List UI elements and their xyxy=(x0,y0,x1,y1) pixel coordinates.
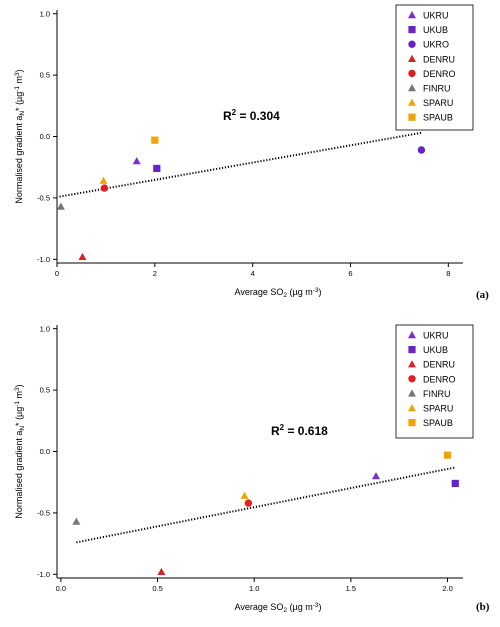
y-tick-label: 1.0 xyxy=(40,324,50,333)
legend-label-denru: DENRU xyxy=(423,360,455,370)
legend-label-spaub: SPAUB xyxy=(423,418,453,428)
y-tick-label: -1.0 xyxy=(37,255,50,264)
legend-label-denro: DENRO xyxy=(423,69,456,79)
x-tick-label: 1.0 xyxy=(249,584,259,593)
y-axis-label: Normalised gradient aN* (µg-1 m3) xyxy=(14,69,26,203)
legend-marker-denru xyxy=(408,360,416,368)
legend-label-spaub: SPAUB xyxy=(423,113,453,123)
x-tick-label: 0.0 xyxy=(56,584,66,593)
data-point-sparu xyxy=(240,491,249,499)
legend-label-ukro: UKRO xyxy=(423,40,449,50)
panel-label: (a) xyxy=(476,289,489,301)
data-point-ukru xyxy=(132,157,141,165)
x-tick-label: 1.5 xyxy=(346,584,356,593)
data-point-denro xyxy=(100,184,109,192)
data-point-denru xyxy=(78,252,87,261)
data-point-sparu xyxy=(99,176,108,184)
legend-label-finru: FINRU xyxy=(423,389,451,399)
x-axis-label: Average SO2 (µg m-3) xyxy=(235,287,322,299)
data-point-spaub xyxy=(151,136,159,144)
chart-panel-a: 1.0 0.5 0.0 -0.5 -1.0 0 2 4 6 8 Average SO2 (µg m-… xyxy=(14,4,489,301)
data-point-ukub xyxy=(153,164,161,173)
x-axis-label: Average SO2 (µg m-3) xyxy=(235,602,322,614)
legend-marker-denro xyxy=(408,69,416,78)
x-tick-label: 0 xyxy=(55,269,59,278)
data-point-finru xyxy=(56,202,65,210)
legend-label-ukru: UKRU xyxy=(423,11,449,21)
legend-marker-ukru xyxy=(408,331,416,339)
y-tick-label: 0.0 xyxy=(40,132,50,141)
y-tick-label: 0.5 xyxy=(40,71,50,80)
trend-line xyxy=(59,131,422,198)
data-point-spaub xyxy=(443,451,452,459)
x-tick-label: 2 xyxy=(153,269,157,278)
legend-marker-ukub xyxy=(408,26,416,34)
legend-marker-spaub xyxy=(408,419,416,427)
legend-marker-ukru xyxy=(408,11,416,19)
legend-marker-ukro xyxy=(408,40,416,48)
y-axis-label: Normalised gradient aN* (µg-1 m3) xyxy=(14,384,26,518)
x-tick-label: 6 xyxy=(348,269,352,278)
data-point-denru xyxy=(157,567,166,576)
y-tick-label: -0.5 xyxy=(37,194,50,203)
x-tick-label: 4 xyxy=(251,269,255,278)
y-tick-label: 1.0 xyxy=(40,9,50,18)
data-point-finru xyxy=(72,517,81,525)
legend-marker-denru xyxy=(408,54,416,62)
legend-label-ukru: UKRU xyxy=(423,331,449,341)
legend-marker-sparu xyxy=(408,404,416,412)
legend: UKRU UKUB UKRO DENRU DENRO FINRU SPARU SPAUB xyxy=(395,4,474,131)
legend: UKRU UKUB DENRU DENRO FINRU SPARU SPAUB xyxy=(395,324,474,439)
y-tick-label: -1.0 xyxy=(37,570,50,579)
r-squared-label: R2 = 0.618 xyxy=(271,423,328,438)
y-tick-label: 0.5 xyxy=(40,386,50,395)
legend-box xyxy=(395,4,474,131)
legend-label-ukub: UKUB xyxy=(423,345,448,355)
legend-label-ukub: UKUB xyxy=(423,25,448,35)
legend-marker-finru xyxy=(408,389,416,397)
data-point-ukub xyxy=(451,479,459,488)
data-point-denro xyxy=(244,499,253,507)
legend-marker-spaub xyxy=(408,113,416,121)
x-tick-label: 8 xyxy=(446,269,450,278)
legend-label-denro: DENRO xyxy=(423,374,456,384)
legend-marker-ukub xyxy=(408,346,416,354)
panel-label: (b) xyxy=(476,601,490,613)
data-point-ukru xyxy=(372,472,380,480)
legend-marker-denro xyxy=(408,375,416,383)
y-tick-label: 0.0 xyxy=(40,447,50,456)
legend-label-sparu: SPARU xyxy=(423,404,453,414)
x-tick-label: 2.0 xyxy=(442,584,452,593)
trend-line xyxy=(76,466,456,544)
data-point-ukro xyxy=(417,146,426,154)
legend-label-finru: FINRU xyxy=(423,84,451,94)
legend-label-sparu: SPARU xyxy=(423,98,453,108)
legend-marker-finru xyxy=(408,84,416,92)
x-tick-label: 0.5 xyxy=(152,584,162,593)
legend-marker-sparu xyxy=(408,98,416,106)
y-tick-label: -0.5 xyxy=(37,509,50,518)
chart-panel-b: 1.0 0.5 0.0 -0.5 -1.0 0.0 0.5 1.0 1.5 2.0 Average … xyxy=(14,324,490,614)
r-squared-label: R2 = 0.304 xyxy=(223,108,280,123)
legend-label-denru: DENRU xyxy=(423,54,455,64)
